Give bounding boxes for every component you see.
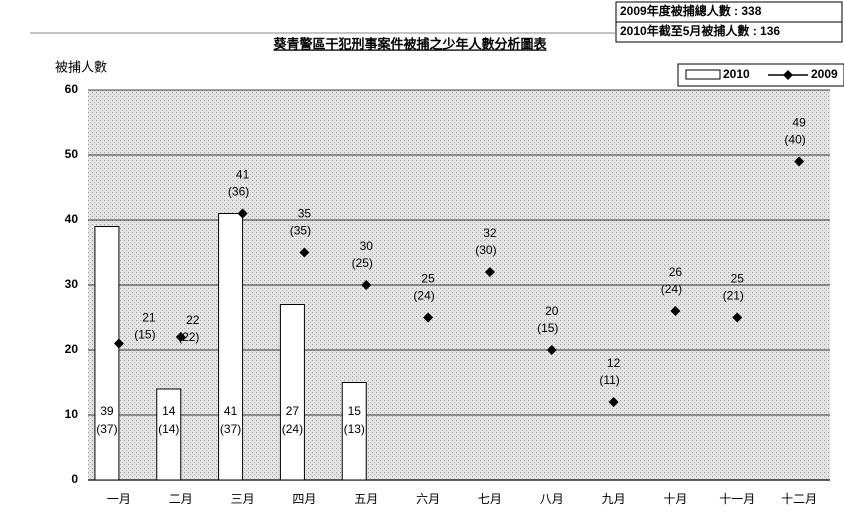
x-tick-label: 八月 [540, 492, 564, 506]
x-tick-label: 十二月 [781, 492, 817, 506]
info-text: 2010年截至5月被捕人數 : 136 [620, 23, 780, 38]
y-tick-label: 30 [65, 277, 79, 291]
data-label: (30) [475, 243, 496, 257]
y-tick-label: 20 [65, 342, 79, 356]
data-label: 25 [421, 272, 435, 286]
x-tick-label: 三月 [231, 492, 255, 506]
info-text: 2009年度被捕總人數 : 338 [620, 3, 762, 18]
marker [794, 156, 805, 167]
data-label: 22 [186, 313, 200, 327]
chart-title: 葵青警區干犯刑事案件被捕之少年人數分析圖表 [273, 36, 547, 51]
y-tick-label: 50 [65, 147, 79, 161]
x-tick-label: 一月 [107, 492, 131, 506]
marker [423, 312, 434, 323]
data-label: (24) [282, 422, 303, 436]
marker [113, 338, 124, 349]
data-label: (40) [784, 133, 805, 147]
data-label: (21) [723, 289, 744, 303]
y-tick-label: 60 [65, 82, 79, 96]
data-label: 30 [360, 239, 374, 253]
marker [670, 306, 681, 316]
data-label: (13) [344, 422, 365, 436]
data-label: 20 [545, 304, 559, 318]
x-tick-label: 五月 [354, 492, 378, 506]
x-tick-label: 九月 [602, 492, 626, 506]
data-label: 12 [607, 356, 621, 370]
data-label: 49 [792, 116, 806, 130]
legend-label: 2009 [811, 67, 838, 81]
data-label: (14) [158, 422, 179, 436]
marker [361, 280, 372, 290]
legend-bar-icon [685, 69, 721, 80]
data-label: 21 [142, 311, 156, 325]
data-label: 27 [286, 404, 300, 418]
data-label: (15) [537, 321, 558, 335]
x-tick-label: 四月 [292, 492, 316, 506]
data-label: 26 [669, 265, 683, 279]
data-label: 35 [298, 207, 312, 221]
bar [156, 388, 182, 481]
x-tick-label: 十月 [663, 492, 687, 506]
y-tick-label: 0 [71, 472, 78, 486]
data-label: 39 [100, 404, 114, 418]
data-label: (37) [96, 422, 117, 436]
x-tick-label: 七月 [478, 492, 502, 506]
data-label: 25 [731, 272, 745, 286]
bar [94, 226, 120, 481]
marker [299, 247, 310, 258]
x-tick-label: 二月 [169, 492, 193, 506]
data-label: 14 [162, 404, 176, 418]
marker [237, 208, 248, 219]
data-label: 41 [224, 404, 238, 418]
data-label: (22) [178, 330, 199, 344]
data-label: (25) [352, 256, 373, 270]
data-label: 41 [236, 168, 250, 182]
data-label: (35) [290, 224, 311, 238]
bar [218, 213, 244, 481]
data-label: (24) [661, 282, 682, 296]
marker [175, 332, 186, 342]
x-tick-label: 十一月 [719, 492, 755, 506]
y-axis-label: 被捕人數 [55, 59, 107, 74]
data-label: 32 [483, 226, 497, 240]
marker [546, 345, 557, 355]
legend-marker [783, 70, 793, 80]
data-label: 15 [348, 404, 362, 418]
legend-label: 2010 [723, 67, 750, 81]
y-tick-label: 40 [65, 212, 79, 226]
bar [341, 382, 367, 481]
x-tick-label: 六月 [416, 492, 440, 506]
marker [484, 267, 495, 277]
data-label: (36) [228, 185, 249, 199]
marker [732, 312, 743, 323]
marker [608, 397, 619, 407]
data-label: (11) [599, 373, 619, 387]
data-label: (24) [413, 289, 434, 303]
data-label: (15) [134, 328, 155, 342]
bar [279, 304, 305, 481]
data-label: (37) [220, 422, 241, 436]
y-tick-label: 10 [65, 407, 79, 421]
